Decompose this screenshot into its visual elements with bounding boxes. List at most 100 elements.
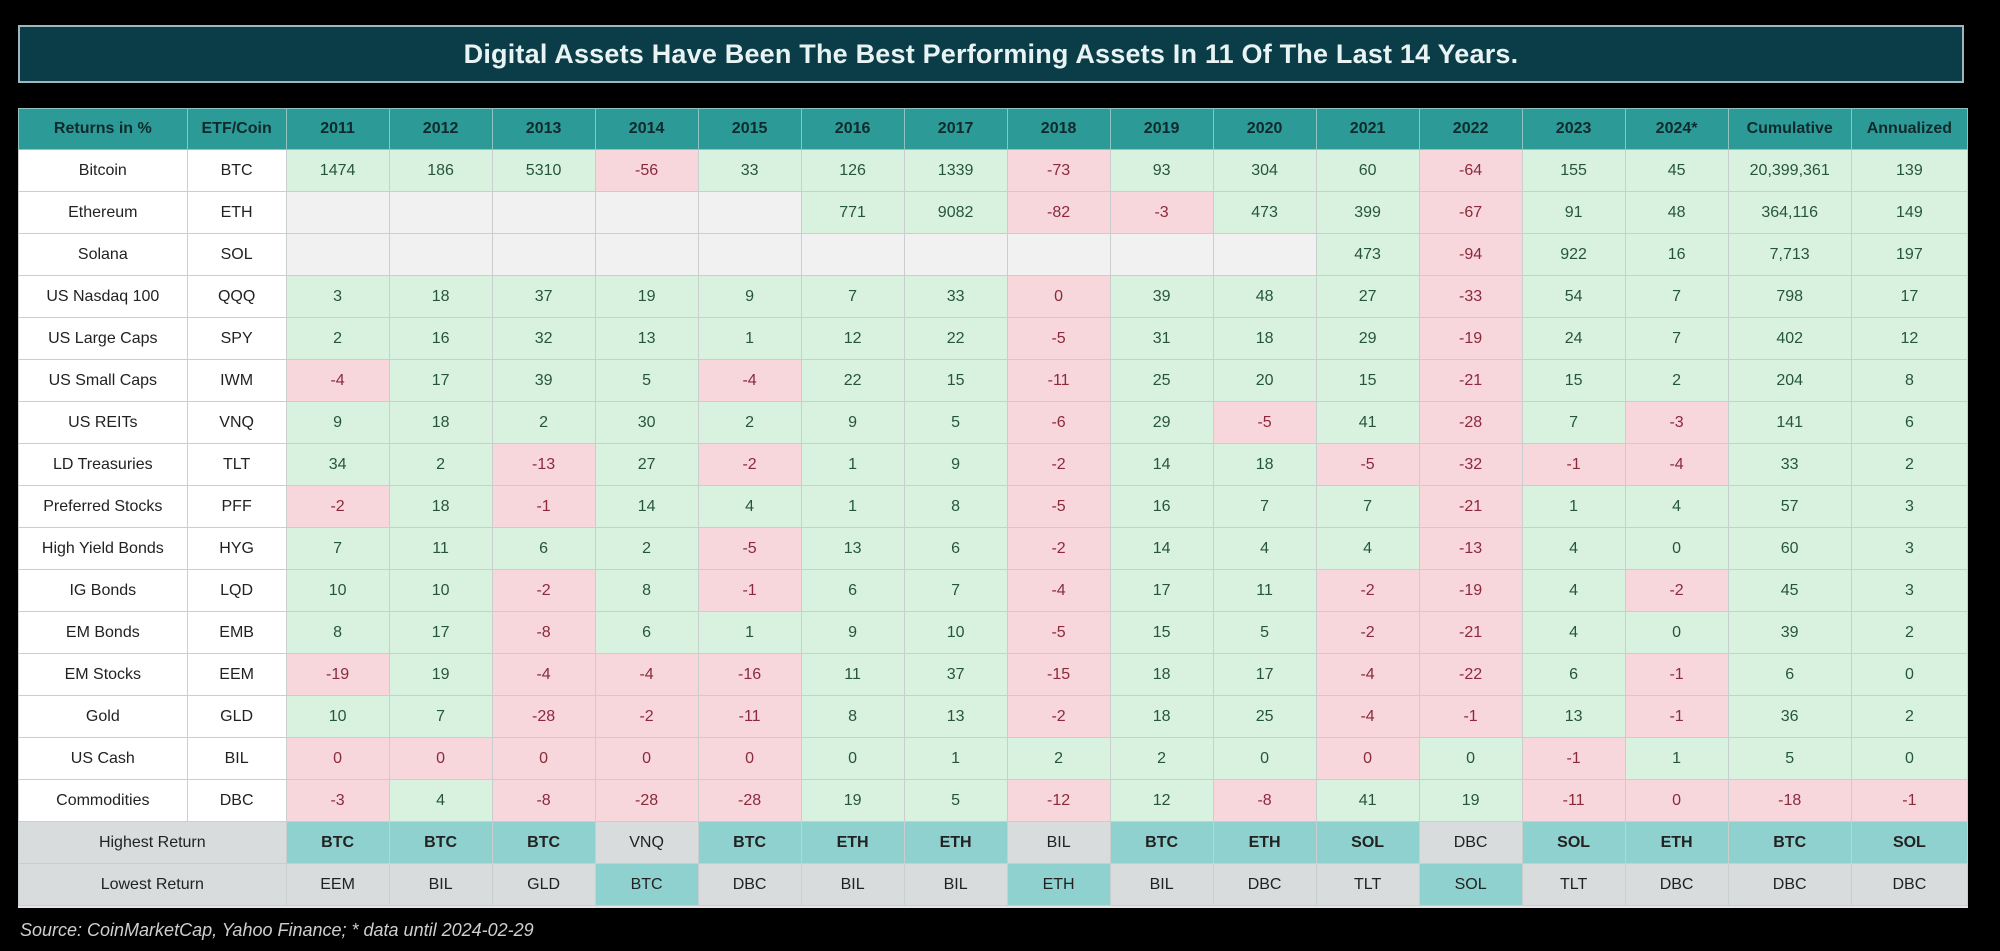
return-cell: -2 [1006, 527, 1111, 570]
return-cell [285, 233, 390, 276]
ticker: LQD [186, 569, 287, 612]
return-cell: 12 [800, 317, 905, 360]
return-cell: 2 [1850, 443, 1969, 486]
return-cell: -1 [1418, 695, 1523, 738]
return-cell: 771 [800, 191, 905, 234]
return-cell: 1 [697, 317, 802, 360]
return-cell: 19 [800, 779, 905, 822]
return-cell: 1 [800, 443, 905, 486]
return-cell: 13 [594, 317, 699, 360]
table-row: EM Bonds EMB 8 17 -8 6 1 9 10 -5 15 5 -2 -21 4 0 39 2 [18, 611, 1969, 654]
return-cell: 27 [1315, 275, 1420, 318]
return-cell: -4 [1315, 695, 1420, 738]
return-cell: 0 [1850, 737, 1969, 780]
asset-name: US Cash [18, 737, 188, 780]
return-cell: 39 [491, 359, 596, 402]
ticker: DBC [186, 779, 287, 822]
return-cell: 14 [1109, 527, 1214, 570]
return-cell: 204 [1727, 359, 1852, 402]
table-row: US Small Caps IWM -4 17 39 5 -4 22 15 -11 25 20 15 -2… [18, 359, 1969, 402]
ticker: HYG [186, 527, 287, 570]
lowest_return-cell: DBC [1624, 863, 1729, 906]
lowest_return-cell: ETH [1006, 863, 1111, 906]
return-cell [903, 233, 1008, 276]
asset-name: EM Bonds [18, 611, 188, 654]
return-cell: 16 [1109, 485, 1214, 528]
return-cell: 0 [1315, 737, 1420, 780]
return-cell: 304 [1212, 149, 1317, 192]
return-cell: -12 [1006, 779, 1111, 822]
lowest_return-cell: DBC [1212, 863, 1317, 906]
return-cell: 7 [1624, 317, 1729, 360]
return-cell: -5 [1006, 317, 1111, 360]
return-cell: 41 [1315, 401, 1420, 444]
lowest_return-cell: GLD [491, 863, 596, 906]
return-cell: 4 [1212, 527, 1317, 570]
return-cell: -21 [1418, 611, 1523, 654]
return-cell: 37 [491, 275, 596, 318]
return-cell: 2 [1006, 737, 1111, 780]
return-cell: 8 [800, 695, 905, 738]
return-cell: 0 [285, 737, 390, 780]
column-header: 2016 [800, 108, 905, 150]
return-cell: 0 [388, 737, 493, 780]
return-cell: 2 [697, 401, 802, 444]
return-cell: -2 [594, 695, 699, 738]
lowest_return-cell: BIL [1109, 863, 1214, 906]
return-cell: 13 [800, 527, 905, 570]
return-cell: 9082 [903, 191, 1008, 234]
column-header: 2017 [903, 108, 1008, 150]
return-cell: 15 [903, 359, 1008, 402]
return-cell: 0 [1418, 737, 1523, 780]
return-cell: 2 [1109, 737, 1214, 780]
ticker: EMB [186, 611, 287, 654]
return-cell: 18 [1109, 653, 1214, 696]
return-cell [491, 233, 596, 276]
highest_return-cell: BTC [697, 821, 802, 864]
return-cell: 91 [1521, 191, 1626, 234]
return-cell: 5 [903, 779, 1008, 822]
return-cell: -11 [697, 695, 802, 738]
return-cell: 4 [697, 485, 802, 528]
return-cell: 7 [1315, 485, 1420, 528]
return-cell: -2 [285, 485, 390, 528]
return-cell: 22 [800, 359, 905, 402]
return-cell: 11 [1212, 569, 1317, 612]
table-row: US REITs VNQ 9 18 2 30 2 9 5 -6 29 -5 41 -28 7 -3 141 6 [18, 401, 1969, 444]
return-cell: 17 [1109, 569, 1214, 612]
column-header: 2021 [1315, 108, 1420, 150]
return-cell: -5 [697, 527, 802, 570]
return-cell: -21 [1418, 485, 1523, 528]
return-cell: 0 [1006, 275, 1111, 318]
asset-name: US Nasdaq 100 [18, 275, 188, 318]
return-cell: 126 [800, 149, 905, 192]
return-cell: 7 [388, 695, 493, 738]
return-cell: 19 [1418, 779, 1523, 822]
return-cell: 12 [1850, 317, 1969, 360]
return-cell: -1 [1521, 443, 1626, 486]
return-cell: 24 [1521, 317, 1626, 360]
return-cell: 60 [1315, 149, 1420, 192]
return-cell: 8 [594, 569, 699, 612]
asset-name: LD Treasuries [18, 443, 188, 486]
return-cell [285, 191, 390, 234]
return-cell: 4 [1521, 527, 1626, 570]
return-cell: 2 [594, 527, 699, 570]
highest_return-cell: ETH [1624, 821, 1729, 864]
return-cell: 12 [1109, 779, 1214, 822]
table-row: Preferred Stocks PFF -2 18 -1 14 4 1 8 -5 16 7 7 -21 1… [18, 485, 1969, 528]
table-row: US Cash BIL 0 0 0 0 0 0 1 2 2 0 0 0 -1 1 5 0 [18, 737, 1969, 780]
return-cell: 18 [1212, 443, 1317, 486]
asset-name: Preferred Stocks [18, 485, 188, 528]
return-cell: 3 [1850, 485, 1969, 528]
highest_return-cell: BTC [285, 821, 390, 864]
return-cell: 0 [1624, 779, 1729, 822]
return-cell: 7 [1212, 485, 1317, 528]
column-header: 2015 [697, 108, 802, 150]
return-cell: 36 [1727, 695, 1852, 738]
return-cell: 1339 [903, 149, 1008, 192]
return-cell: 141 [1727, 401, 1852, 444]
title-banner: Digital Assets Have Been The Best Perfor… [18, 25, 1964, 83]
return-cell: -19 [285, 653, 390, 696]
return-cell: 22 [903, 317, 1008, 360]
